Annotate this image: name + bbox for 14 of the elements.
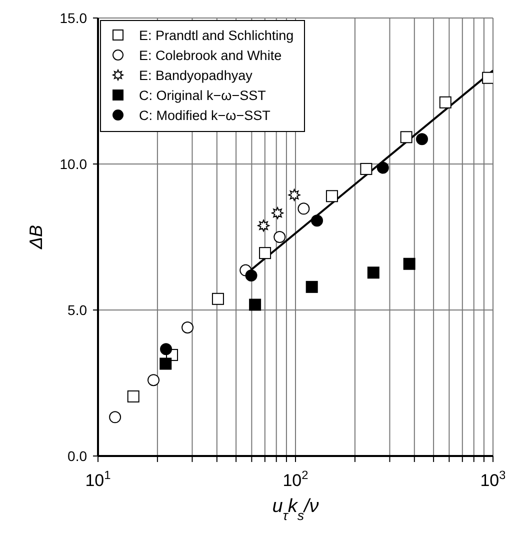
y-tick-label: 0.0: [68, 448, 88, 464]
x-tick-label: 10$^{1}$: [85, 468, 112, 490]
y-tick-label: 15.0: [60, 10, 88, 26]
legend-label: E: Colebrook and White: [139, 48, 282, 62]
y-tick-label: 5.0: [68, 302, 88, 318]
legend-label: E: Bandyopadhyay: [139, 68, 252, 82]
y-axis-title: ΔB: [26, 224, 46, 250]
x-tick-label: 10$^{2}$: [282, 468, 309, 490]
y-tick-label: 10.0: [60, 156, 88, 172]
legend-label: C: Modified k−ω−SST: [139, 108, 270, 122]
x-axis-title: u$_{τ}$k$_{s}$/ν: [272, 496, 320, 522]
legend-label: E: Prandtl and Schlichting: [139, 28, 294, 42]
x-tick-label: 10$^{3}$: [480, 468, 506, 490]
legend-label: C: Original k−ω−SST: [139, 88, 266, 102]
